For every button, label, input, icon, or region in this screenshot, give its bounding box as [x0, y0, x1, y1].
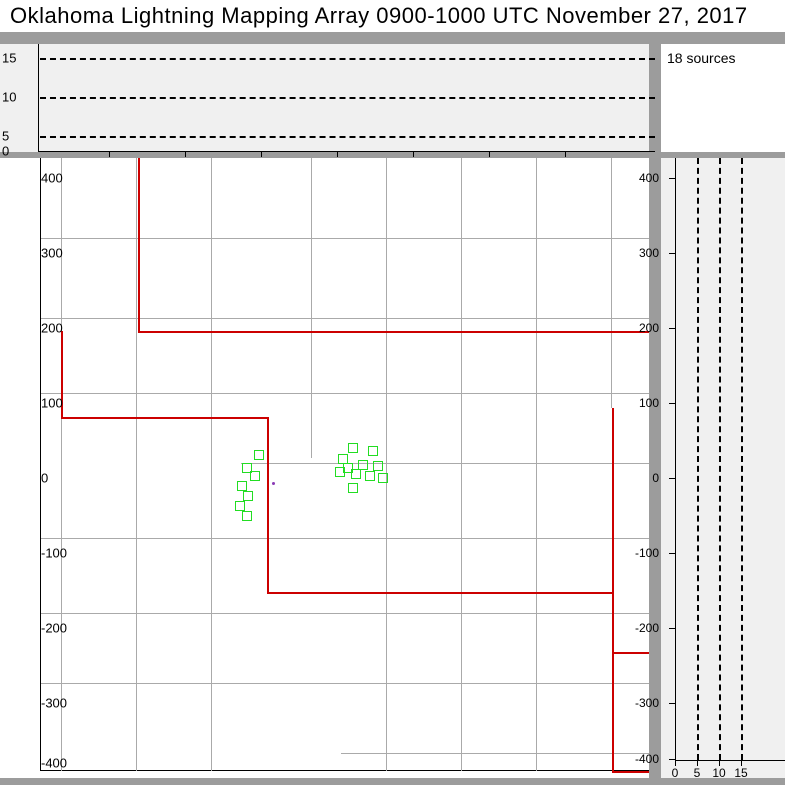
- rp-gridline-5: [697, 158, 699, 760]
- oklahoma-border: [267, 592, 612, 594]
- county-line: [41, 538, 652, 539]
- tl-xaxis-line: [38, 151, 655, 152]
- lightning-source-marker: [373, 461, 383, 471]
- lightning-source-marker: [348, 443, 358, 453]
- county-line: [341, 753, 652, 754]
- rp-baseline: [675, 760, 785, 761]
- rp-xaxis-line: [675, 158, 676, 761]
- oklahoma-border: [612, 408, 614, 592]
- lightning-map-panel[interactable]: 400 300 200 100 0 -100 -200 -300 -400 -4…: [0, 158, 655, 778]
- tl-gridline-5: [40, 136, 655, 138]
- county-line: [211, 158, 212, 771]
- rp-gridline-10: [719, 158, 721, 760]
- county-line: [41, 238, 652, 239]
- altitude-time-chart: 15 10 5 0 -400 -300 -200 -100 0 100 200: [0, 44, 655, 152]
- oklahoma-border: [612, 592, 614, 652]
- tl-ylabel-0: 0: [2, 144, 9, 159]
- main-strip: 400 300 200 100 0 -100 -200 -300 -400 -4…: [0, 158, 785, 778]
- sources-count-panel: 18 sources: [661, 44, 785, 152]
- oklahoma-border: [138, 158, 140, 331]
- lightning-source-marker: [343, 463, 353, 473]
- lightning-source-marker: [348, 483, 358, 493]
- county-line: [536, 158, 537, 771]
- lightning-source-marker: [358, 460, 368, 470]
- lightning-source-marker: [235, 501, 245, 511]
- county-line: [136, 158, 137, 771]
- county-line: [41, 613, 652, 614]
- tl-yaxis-line: [38, 44, 39, 152]
- lightning-source-marker: [368, 446, 378, 456]
- map-inner-canvas: 400 300 200 100 0 -100 -200 -300 -400 -4…: [40, 158, 651, 771]
- oklahoma-border: [138, 331, 655, 333]
- tl-gridline-10: [40, 97, 655, 99]
- title-bar: Oklahoma Lightning Mapping Array 0900-10…: [0, 0, 785, 38]
- oklahoma-border: [61, 417, 267, 419]
- lightning-source-marker: [378, 473, 388, 483]
- city-dot: [272, 482, 275, 485]
- county-line: [611, 158, 612, 408]
- oklahoma-border: [612, 771, 655, 773]
- rp-gridline-15: [741, 158, 743, 760]
- altitude-vs-count-chart: 400 300 200 100 0 -100 -200 -300 -400 0 …: [661, 158, 785, 778]
- county-line: [41, 683, 652, 684]
- oklahoma-border: [267, 417, 269, 592]
- county-line: [41, 318, 652, 319]
- oklahoma-border: [612, 652, 655, 654]
- lightning-source-marker: [365, 471, 375, 481]
- county-line: [241, 463, 652, 464]
- lightning-source-marker: [237, 481, 247, 491]
- top-strip: 15 10 5 0 -400 -300 -200 -100 0 100 200: [0, 44, 785, 152]
- lma-application: Oklahoma Lightning Mapping Array 0900-10…: [0, 0, 785, 785]
- lightning-source-marker: [254, 450, 264, 460]
- tl-ylabel-5: 5: [2, 129, 9, 144]
- tl-ylabel-15: 15: [2, 51, 16, 66]
- lightning-source-marker: [242, 511, 252, 521]
- county-line: [311, 158, 312, 458]
- tl-ylabel-10: 10: [2, 90, 16, 105]
- county-line: [461, 158, 462, 771]
- sources-count-label: 18 sources: [667, 50, 735, 66]
- county-line: [386, 158, 387, 771]
- lightning-source-marker: [250, 471, 260, 481]
- oklahoma-border: [612, 652, 614, 771]
- page-title: Oklahoma Lightning Mapping Array 0900-10…: [10, 3, 748, 29]
- county-line: [41, 393, 652, 394]
- tl-gridline-15: [40, 58, 655, 60]
- altitude-time-axis: 15 10 5 0 -400 -300 -200 -100 0 100 200: [0, 44, 649, 152]
